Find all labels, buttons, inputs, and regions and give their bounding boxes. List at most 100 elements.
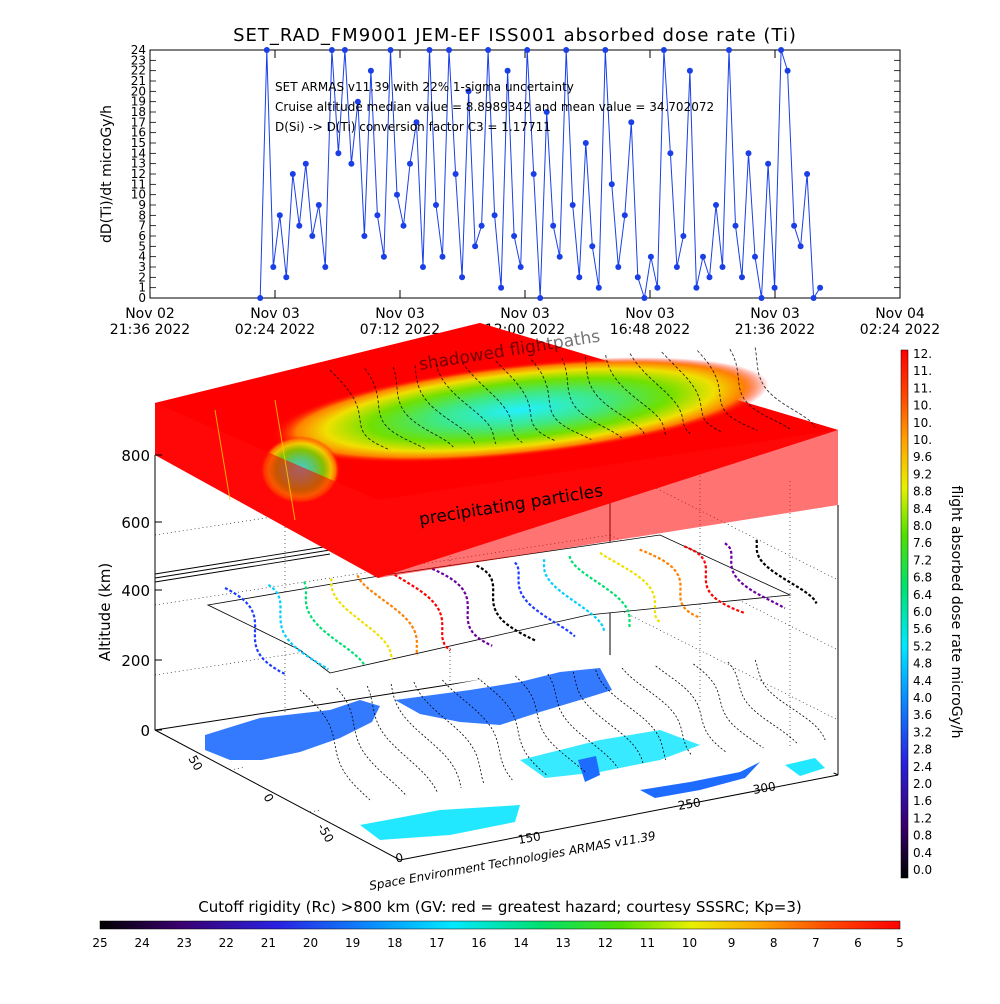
dose-rate-point <box>380 253 387 260</box>
altitude-tick-label: 0 <box>140 722 150 740</box>
dose-tick-label: 5.2 <box>913 639 932 653</box>
rigidity-tick-label: 22 <box>219 936 234 950</box>
dose-tick-label: 2.4 <box>913 760 932 774</box>
shadowed-track <box>495 360 556 442</box>
ground-track <box>515 675 586 773</box>
rigidity-tick-label: 18 <box>387 936 402 950</box>
x-tick-date: Nov 03 <box>625 306 675 322</box>
dose-tick-label: 4.4 <box>913 674 932 688</box>
altitude-tick-label: 800 <box>121 447 150 465</box>
rigidity-colorbar-gradient <box>99 920 901 930</box>
y-tick-label: 18 <box>131 105 146 119</box>
dose-rate-point <box>348 160 355 167</box>
shadowed-track <box>329 369 391 451</box>
timeseries-annotations: SET ARMAS v11.39 with 22% 1-sigma uncert… <box>275 80 714 134</box>
altitude-ticks: 0 200 400 600 800 <box>121 447 162 740</box>
dose-rate-point <box>713 202 719 208</box>
dose-rate-point <box>420 264 426 270</box>
continent-shape <box>395 668 612 725</box>
dose-tick-label: 4.0 <box>913 691 932 705</box>
ground-track <box>477 677 549 777</box>
y-tick-label: 0 <box>138 291 146 305</box>
dose-tick-label: 7.2 <box>913 553 932 567</box>
dose-tick-label: 9.6 <box>913 450 932 464</box>
longitude-tick-label: 150 <box>517 829 542 847</box>
rigidity-tick-label: 23 <box>177 936 192 950</box>
dose-rate-point <box>354 98 361 105</box>
dose-tick-label: 6.4 <box>913 588 932 602</box>
orbit-track <box>514 561 576 638</box>
dose-tick-label: 4.8 <box>913 657 932 671</box>
altitude-tick-label: 600 <box>121 514 150 532</box>
dose-rate-point <box>641 295 648 301</box>
orbit-edge-lines <box>154 545 331 583</box>
ground-flight-tracks <box>299 659 826 801</box>
longitude-ticks: 0 150 250 300 <box>394 779 776 865</box>
longitude-tick-label: 0 <box>394 851 404 866</box>
shadowed-track <box>661 351 722 433</box>
dose-rate-point <box>524 47 531 53</box>
ground-track <box>754 659 826 741</box>
dose-tick-label: 10. <box>913 433 932 447</box>
y-tick-label: 3 <box>138 260 146 274</box>
rigidity-tick-label: 7 <box>812 936 820 950</box>
annotation-uncertainty: SET ARMAS v11.39 with 22% 1-sigma uncert… <box>275 80 574 94</box>
dose-rate-point <box>511 233 518 239</box>
dose-rate-point <box>621 212 628 219</box>
slab-edge-stripes <box>214 399 296 521</box>
ground-track <box>390 683 462 789</box>
rigidity-tick-label: 21 <box>261 936 276 950</box>
dose-rate-point <box>335 150 342 157</box>
rigidity-colorbar: Cutoff rigidity (Rc) >800 km (GV: red = … <box>92 898 903 950</box>
timeseries-title: SET_RAD_FM9001 JEM-EF ISS001 absorbed do… <box>233 25 797 46</box>
orbit-track <box>568 555 631 628</box>
ground-track <box>442 679 513 781</box>
ground-track <box>595 669 666 761</box>
dose-rate-point <box>556 253 563 260</box>
dose-rate-point <box>680 233 687 239</box>
dose-tick-label: 2.0 <box>913 777 932 791</box>
dose-rate-point <box>289 171 296 177</box>
x-tick-date: Nov 03 <box>750 306 800 322</box>
latitude-tick-label: 50 <box>186 753 206 773</box>
dose-rate-point <box>498 284 505 291</box>
dose-tick-label: 8.4 <box>913 502 932 516</box>
y-tick-label: 8 <box>138 208 146 222</box>
y-tick-label: 22 <box>131 64 146 78</box>
shadowed-track <box>729 348 791 430</box>
shadowed-track <box>364 368 425 449</box>
dose-rate-point <box>634 274 641 281</box>
dose-rate-point <box>771 284 778 291</box>
dose-tick-label: 8.0 <box>913 519 932 533</box>
shadowed-track <box>629 353 691 434</box>
x-tick-time: 02:24 2022 <box>860 322 940 338</box>
dose-rate-point <box>589 243 596 250</box>
dose-tick-label: 1.6 <box>913 794 932 808</box>
dose-tick-label: 12. <box>913 347 932 361</box>
orbit-track <box>224 587 286 675</box>
dose-rate-point <box>576 274 583 281</box>
dose-rate-point <box>328 47 335 53</box>
ground-track <box>621 667 693 757</box>
rigidity-tick-label: 11 <box>640 936 655 950</box>
dose-rate-point <box>276 212 283 219</box>
dose-rate-point <box>296 222 303 229</box>
dose-rate-timeseries: SET_RAD_FM9001 JEM-EF ISS001 absorbed do… <box>99 25 940 338</box>
orbit-track <box>303 581 365 666</box>
dose-rate-point <box>504 67 511 74</box>
dose-rate-point <box>550 222 557 229</box>
dose-rate-point <box>413 119 420 126</box>
dose-rate-point <box>543 109 550 115</box>
dose-rate-point <box>595 284 602 291</box>
dose-colorbar-gradient <box>900 349 909 879</box>
y-tick-label: 2 <box>138 270 146 284</box>
rigidity-tick-label: 20 <box>303 936 318 950</box>
dose-tick-label: 9.2 <box>913 467 932 481</box>
shadowed-track <box>461 362 523 443</box>
altitude-tick-label: 200 <box>121 652 150 670</box>
ground-track <box>413 681 485 785</box>
dose-tick-label: 11. <box>913 364 932 378</box>
dose-rate-point <box>667 150 674 157</box>
dose-rate-point <box>752 253 758 260</box>
shadowed-track <box>414 365 476 446</box>
